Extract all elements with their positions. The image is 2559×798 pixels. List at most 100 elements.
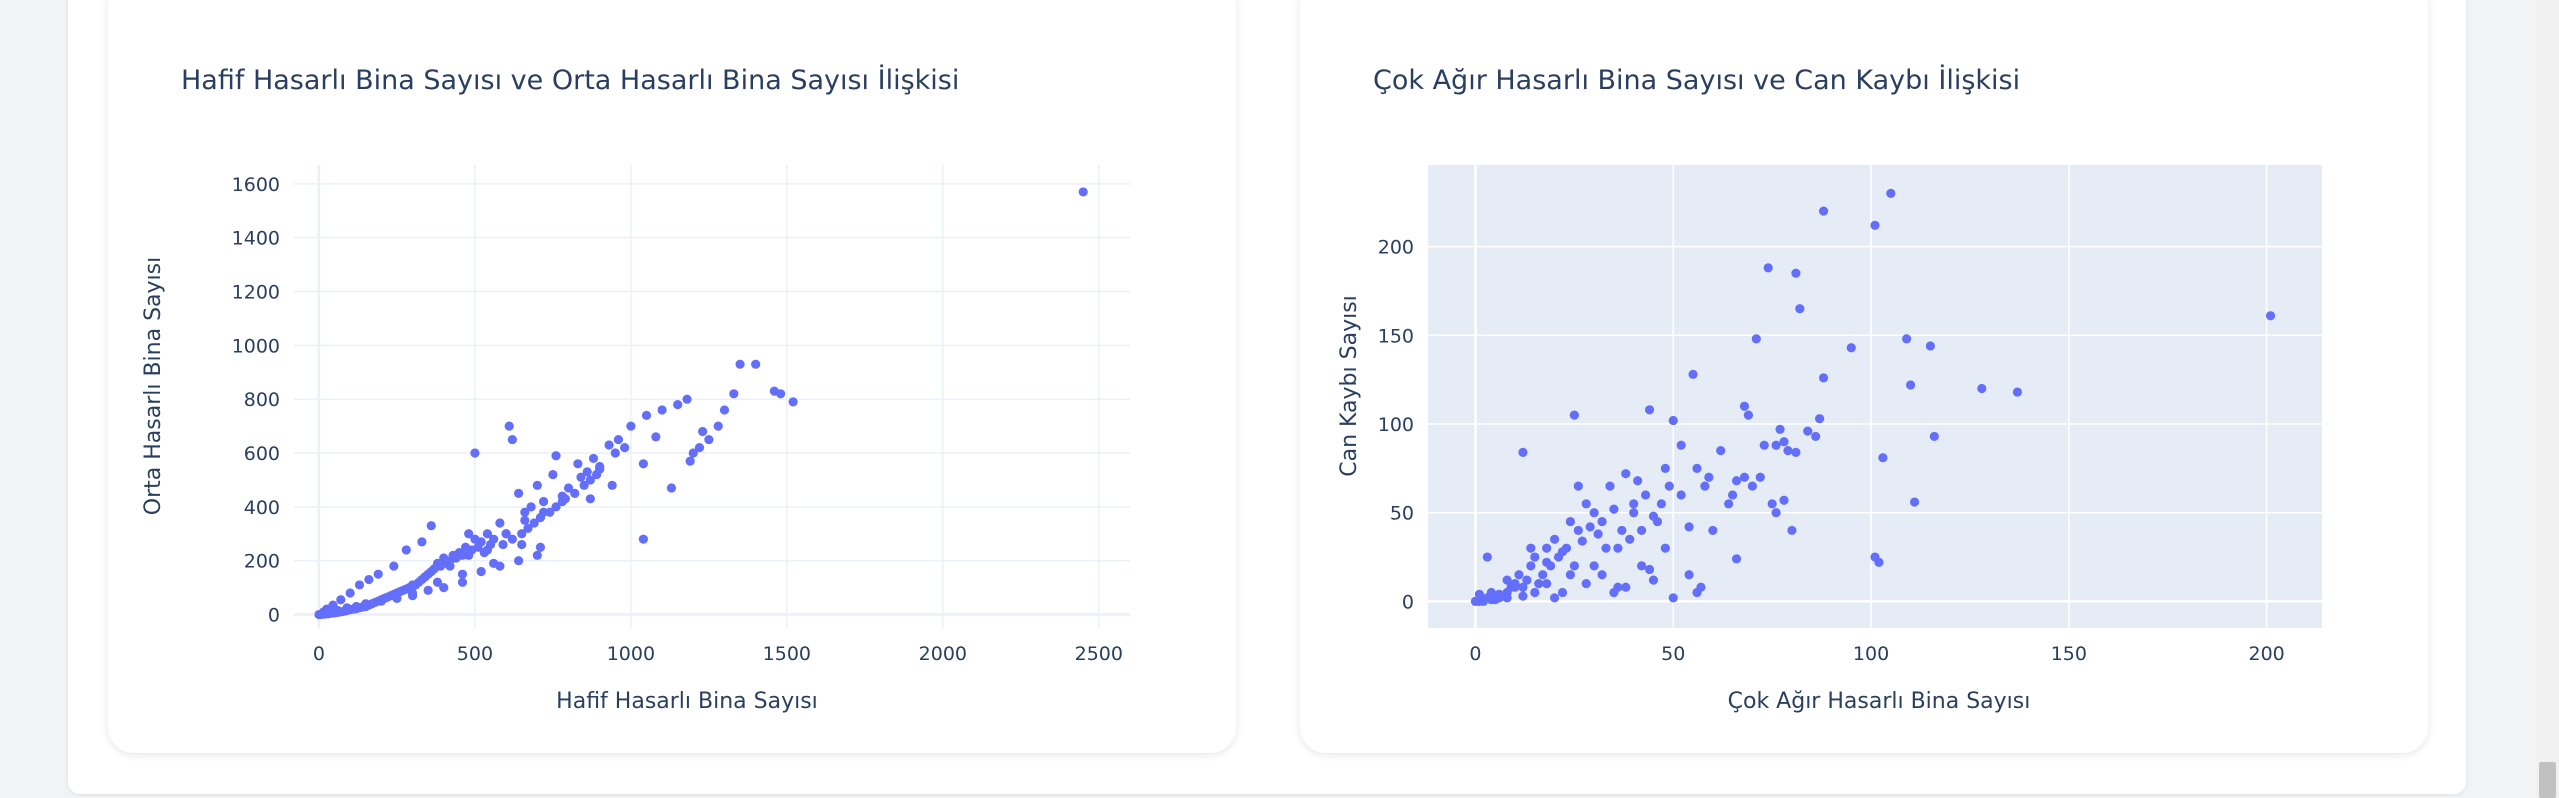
data-point xyxy=(1648,511,1659,521)
chart-title: Çok Ağır Hasarlı Bina Sayısı ve Can Kayb… xyxy=(1373,64,2020,96)
data-point xyxy=(1502,575,1512,585)
data-point xyxy=(2265,311,2276,321)
data-point xyxy=(1597,570,1607,580)
x-tick-label: 0 xyxy=(1469,643,1481,665)
data-point xyxy=(417,537,427,547)
data-point xyxy=(1078,187,1088,197)
data-point xyxy=(1929,431,1939,442)
data-point xyxy=(1557,587,1568,598)
data-point xyxy=(1692,587,1702,598)
data-point xyxy=(1569,410,1579,420)
y-tick-label: 600 xyxy=(244,443,280,465)
data-point xyxy=(1478,596,1488,606)
data-point xyxy=(1731,476,1742,486)
data-point xyxy=(1581,579,1591,589)
data-point xyxy=(1763,263,1773,273)
data-point xyxy=(319,607,329,617)
data-point xyxy=(1870,552,1880,562)
data-point xyxy=(345,588,355,598)
scrollbar-thumb[interactable] xyxy=(2539,762,2556,798)
data-point xyxy=(1589,508,1599,518)
data-point xyxy=(1771,508,1781,518)
data-point xyxy=(1502,593,1512,603)
data-point xyxy=(1870,220,1880,230)
data-point xyxy=(1530,587,1540,598)
data-point xyxy=(1617,525,1627,536)
plot-background xyxy=(294,165,1130,628)
data-point xyxy=(520,515,530,525)
data-point xyxy=(1640,490,1651,500)
data-point xyxy=(1739,401,1750,411)
vertical-scrollbar[interactable] xyxy=(2536,0,2559,798)
data-point xyxy=(495,561,505,571)
data-point xyxy=(538,507,549,517)
data-point xyxy=(613,434,624,445)
data-point xyxy=(470,534,480,544)
data-point xyxy=(1977,383,1987,394)
data-point xyxy=(1779,495,1789,505)
data-point xyxy=(769,386,779,396)
y-tick-label: 800 xyxy=(244,389,280,411)
data-point xyxy=(517,539,527,550)
data-point xyxy=(1609,504,1619,514)
data-point xyxy=(1470,596,1481,606)
data-point xyxy=(364,574,374,585)
data-point xyxy=(1633,476,1643,486)
data-point xyxy=(1676,440,1686,450)
data-point xyxy=(2012,387,2023,397)
data-point xyxy=(1700,481,1710,491)
data-point xyxy=(573,459,583,469)
data-point xyxy=(1589,561,1599,571)
data-point xyxy=(342,603,352,613)
data-point xyxy=(1648,575,1659,585)
data-point xyxy=(1724,499,1734,509)
data-point xyxy=(1637,561,1647,571)
data-point xyxy=(482,529,493,539)
data-point xyxy=(1783,446,1793,456)
data-point xyxy=(1791,447,1801,457)
data-point xyxy=(532,480,542,490)
y-tick-label: 1600 xyxy=(232,174,280,196)
data-point xyxy=(1656,499,1666,509)
data-point xyxy=(1739,472,1750,482)
data-point xyxy=(532,550,542,560)
data-point xyxy=(1577,536,1587,546)
data-point xyxy=(688,448,698,458)
data-point xyxy=(526,502,536,512)
data-point xyxy=(1581,499,1591,509)
data-point xyxy=(1906,380,1916,390)
data-point xyxy=(1530,552,1540,562)
data-point xyxy=(1542,543,1552,553)
data-point xyxy=(698,426,708,437)
data-point xyxy=(1629,508,1639,518)
data-point xyxy=(1925,341,1935,351)
data-point xyxy=(1747,481,1757,491)
y-tick-label: 200 xyxy=(1378,237,1414,259)
data-point xyxy=(457,577,468,587)
y-tick-label: 1400 xyxy=(232,228,280,250)
data-point xyxy=(751,359,761,369)
x-tick-label: 1000 xyxy=(607,643,655,665)
data-point xyxy=(1660,543,1670,553)
chart-card-heavy-vs-casualties: Çok Ağır Hasarlı Bina Sayısı ve Can Kayb… xyxy=(1300,0,2428,753)
data-point xyxy=(1716,446,1726,456)
data-point xyxy=(1787,525,1797,536)
data-point xyxy=(1625,534,1635,544)
y-tick-label: 400 xyxy=(244,497,280,519)
data-point xyxy=(585,494,595,504)
data-point xyxy=(551,451,561,461)
data-point xyxy=(704,434,714,445)
data-point xyxy=(420,572,430,582)
y-tick-label: 0 xyxy=(268,605,280,627)
data-point xyxy=(1771,440,1781,450)
data-point xyxy=(373,569,383,579)
data-point xyxy=(682,394,692,404)
data-point xyxy=(1795,304,1805,314)
chart-light-vs-moderate: Hafif Hasarlı Bina Sayısı ve Orta Hasarl… xyxy=(141,64,1130,714)
data-point xyxy=(1676,490,1686,500)
data-point xyxy=(1818,206,1829,216)
data-point xyxy=(1644,405,1655,415)
y-tick-label: 50 xyxy=(1390,503,1414,525)
data-point xyxy=(1553,552,1564,562)
data-point xyxy=(1767,499,1777,509)
